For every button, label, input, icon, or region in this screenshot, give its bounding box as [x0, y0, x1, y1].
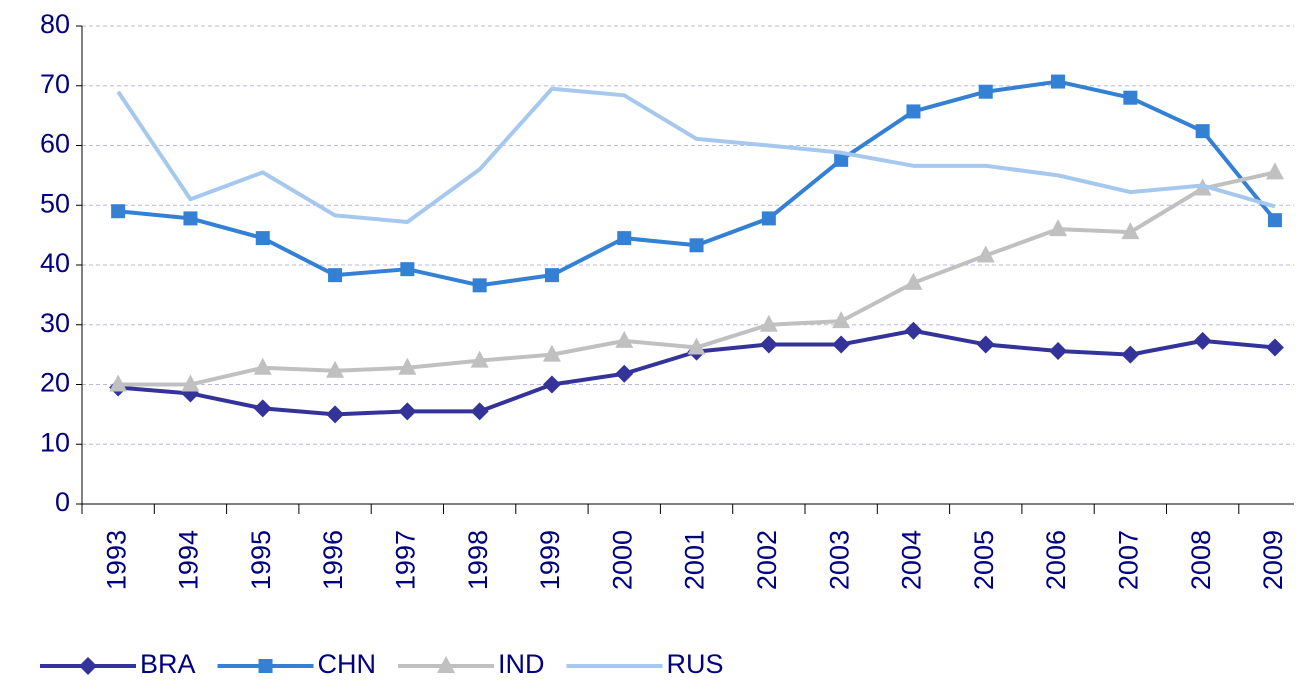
x-tick-label: 1997: [390, 530, 420, 590]
y-tick-label: 50: [40, 188, 70, 218]
x-tick-label: 1994: [174, 530, 204, 590]
marker: [1123, 90, 1138, 105]
marker: [834, 152, 849, 167]
x-tick-label: 2009: [1258, 530, 1288, 590]
marker: [1195, 124, 1210, 139]
marker: [976, 245, 995, 263]
legend-label: BRA: [140, 649, 196, 679]
x-tick-label: 2003: [824, 530, 854, 590]
y-tick-label: 0: [55, 487, 70, 517]
x-tick-label: 1998: [463, 530, 493, 590]
x-tick-label: 2001: [680, 530, 710, 590]
x-tick-label: 2006: [1041, 530, 1071, 590]
marker: [398, 402, 417, 421]
marker: [79, 657, 97, 675]
marker: [759, 314, 778, 332]
y-tick-label: 80: [40, 9, 70, 39]
x-tick-label: 2002: [752, 530, 782, 590]
marker: [689, 238, 704, 253]
marker: [904, 321, 923, 340]
marker: [181, 374, 200, 392]
marker: [1265, 162, 1284, 180]
legend-label: CHN: [318, 649, 377, 679]
marker: [687, 337, 706, 355]
marker: [472, 278, 487, 293]
x-tick-label: 2005: [969, 530, 999, 590]
marker: [470, 402, 489, 421]
marker: [400, 262, 415, 277]
marker: [615, 364, 634, 383]
y-tick-label: 10: [40, 427, 70, 457]
marker: [1049, 219, 1068, 237]
marker: [1267, 213, 1282, 228]
marker: [109, 374, 128, 392]
marker: [1265, 338, 1284, 357]
marker: [904, 272, 923, 290]
marker: [761, 211, 776, 226]
y-tick-label: 30: [40, 308, 70, 338]
x-tick-label: 1999: [535, 530, 565, 590]
marker: [326, 405, 345, 424]
marker: [832, 311, 851, 329]
x-tick-label: 2004: [897, 530, 927, 590]
marker: [759, 335, 778, 354]
x-tick-label: 1995: [246, 530, 276, 590]
marker: [470, 350, 489, 368]
legend-label: IND: [498, 649, 545, 679]
marker: [437, 656, 456, 673]
marker: [253, 357, 272, 375]
marker: [617, 231, 632, 246]
marker: [328, 268, 343, 283]
marker: [615, 330, 634, 348]
y-tick-label: 60: [40, 129, 70, 159]
marker: [1051, 74, 1066, 89]
marker: [1121, 222, 1140, 240]
marker: [906, 104, 921, 119]
x-tick-label: 1993: [101, 530, 131, 590]
marker: [832, 335, 851, 354]
y-tick-label: 70: [40, 69, 70, 99]
y-tick-label: 40: [40, 248, 70, 278]
x-tick-label: 2008: [1186, 530, 1216, 590]
marker: [1049, 342, 1068, 361]
x-tick-label: 1996: [318, 530, 348, 590]
x-tick-label: 2000: [607, 530, 637, 590]
marker: [111, 204, 126, 219]
marker: [542, 344, 561, 362]
y-tick-label: 20: [40, 368, 70, 398]
marker: [258, 659, 273, 673]
marker: [255, 231, 270, 246]
marker: [326, 360, 345, 378]
marker: [1193, 331, 1212, 350]
marker: [978, 84, 993, 99]
x-tick-label: 2007: [1113, 530, 1143, 590]
marker: [398, 357, 417, 375]
marker: [976, 335, 995, 354]
marker: [1121, 345, 1140, 364]
marker: [542, 375, 561, 394]
series-line: [116, 86, 1276, 224]
marker: [544, 268, 559, 283]
marker: [183, 211, 198, 226]
marker: [253, 399, 272, 418]
legend-label: RUS: [667, 649, 724, 679]
